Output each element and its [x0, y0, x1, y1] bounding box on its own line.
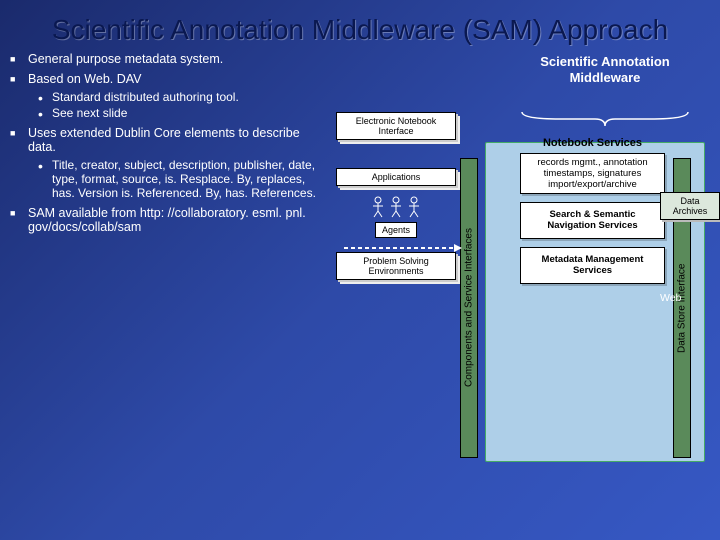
- diagram-title: Scientific Annotation Middleware: [530, 54, 680, 85]
- diagram-column: Scientific Annotation Middleware Compone…: [330, 52, 710, 482]
- client-box-pse: Problem Solving Environments: [336, 252, 456, 280]
- services-column: Notebook Services records mgmt., annotat…: [520, 137, 665, 292]
- bullet-text: General purpose metadata system.: [28, 52, 223, 66]
- notebook-services-label: Notebook Services: [520, 137, 665, 149]
- service-box-metadata: Metadata Management Services: [520, 247, 665, 284]
- external-data-archives: Data Archives: [660, 192, 720, 220]
- client-agents: Agents: [336, 196, 456, 238]
- service-title: Search & Semantic Navigation Services: [525, 209, 660, 231]
- sub-bullet: See next slide: [38, 106, 322, 120]
- service-box-search: Search & Semantic Navigation Services: [520, 202, 665, 239]
- client-column: Electronic Notebook Interface Applicatio…: [336, 112, 456, 290]
- dashed-arrow-icon: [342, 240, 462, 250]
- bullet-item: General purpose metadata system.: [10, 52, 322, 66]
- brace-icon: [520, 110, 690, 128]
- ext-label: Web: [660, 292, 720, 304]
- bullet-text: Uses extended Dublin Core elements to de…: [28, 126, 300, 154]
- slide-title: Scientific Annotation Middleware (SAM) A…: [0, 0, 720, 52]
- bullet-item: SAM available from http: //collaboratory…: [10, 206, 322, 234]
- service-title: Metadata Management Services: [525, 254, 660, 276]
- bullet-item: Uses extended Dublin Core elements to de…: [10, 126, 322, 200]
- bullet-text: Based on Web. DAV: [28, 72, 142, 86]
- bullet-item: Based on Web. DAV Standard distributed a…: [10, 72, 322, 120]
- service-box-records: records mgmt., annotation timestamps, si…: [520, 153, 665, 194]
- client-box-notebook: Electronic Notebook Interface: [336, 112, 456, 140]
- bullet-text: SAM available from http: //collaboratory…: [28, 206, 306, 234]
- client-box-agents: Agents: [375, 222, 417, 238]
- content-area: General purpose metadata system. Based o…: [0, 52, 720, 482]
- external-web: Web: [660, 292, 720, 304]
- agents-icon: [336, 196, 456, 218]
- sub-bullet: Standard distributed authoring tool.: [38, 90, 322, 104]
- components-interface-bar: Components and Service Interfaces: [460, 158, 478, 458]
- bullet-column: General purpose metadata system. Based o…: [10, 52, 330, 482]
- sub-bullet: Title, creator, subject, description, pu…: [38, 158, 322, 200]
- client-box-applications: Applications: [336, 168, 456, 186]
- ext-box: Data Archives: [660, 192, 720, 220]
